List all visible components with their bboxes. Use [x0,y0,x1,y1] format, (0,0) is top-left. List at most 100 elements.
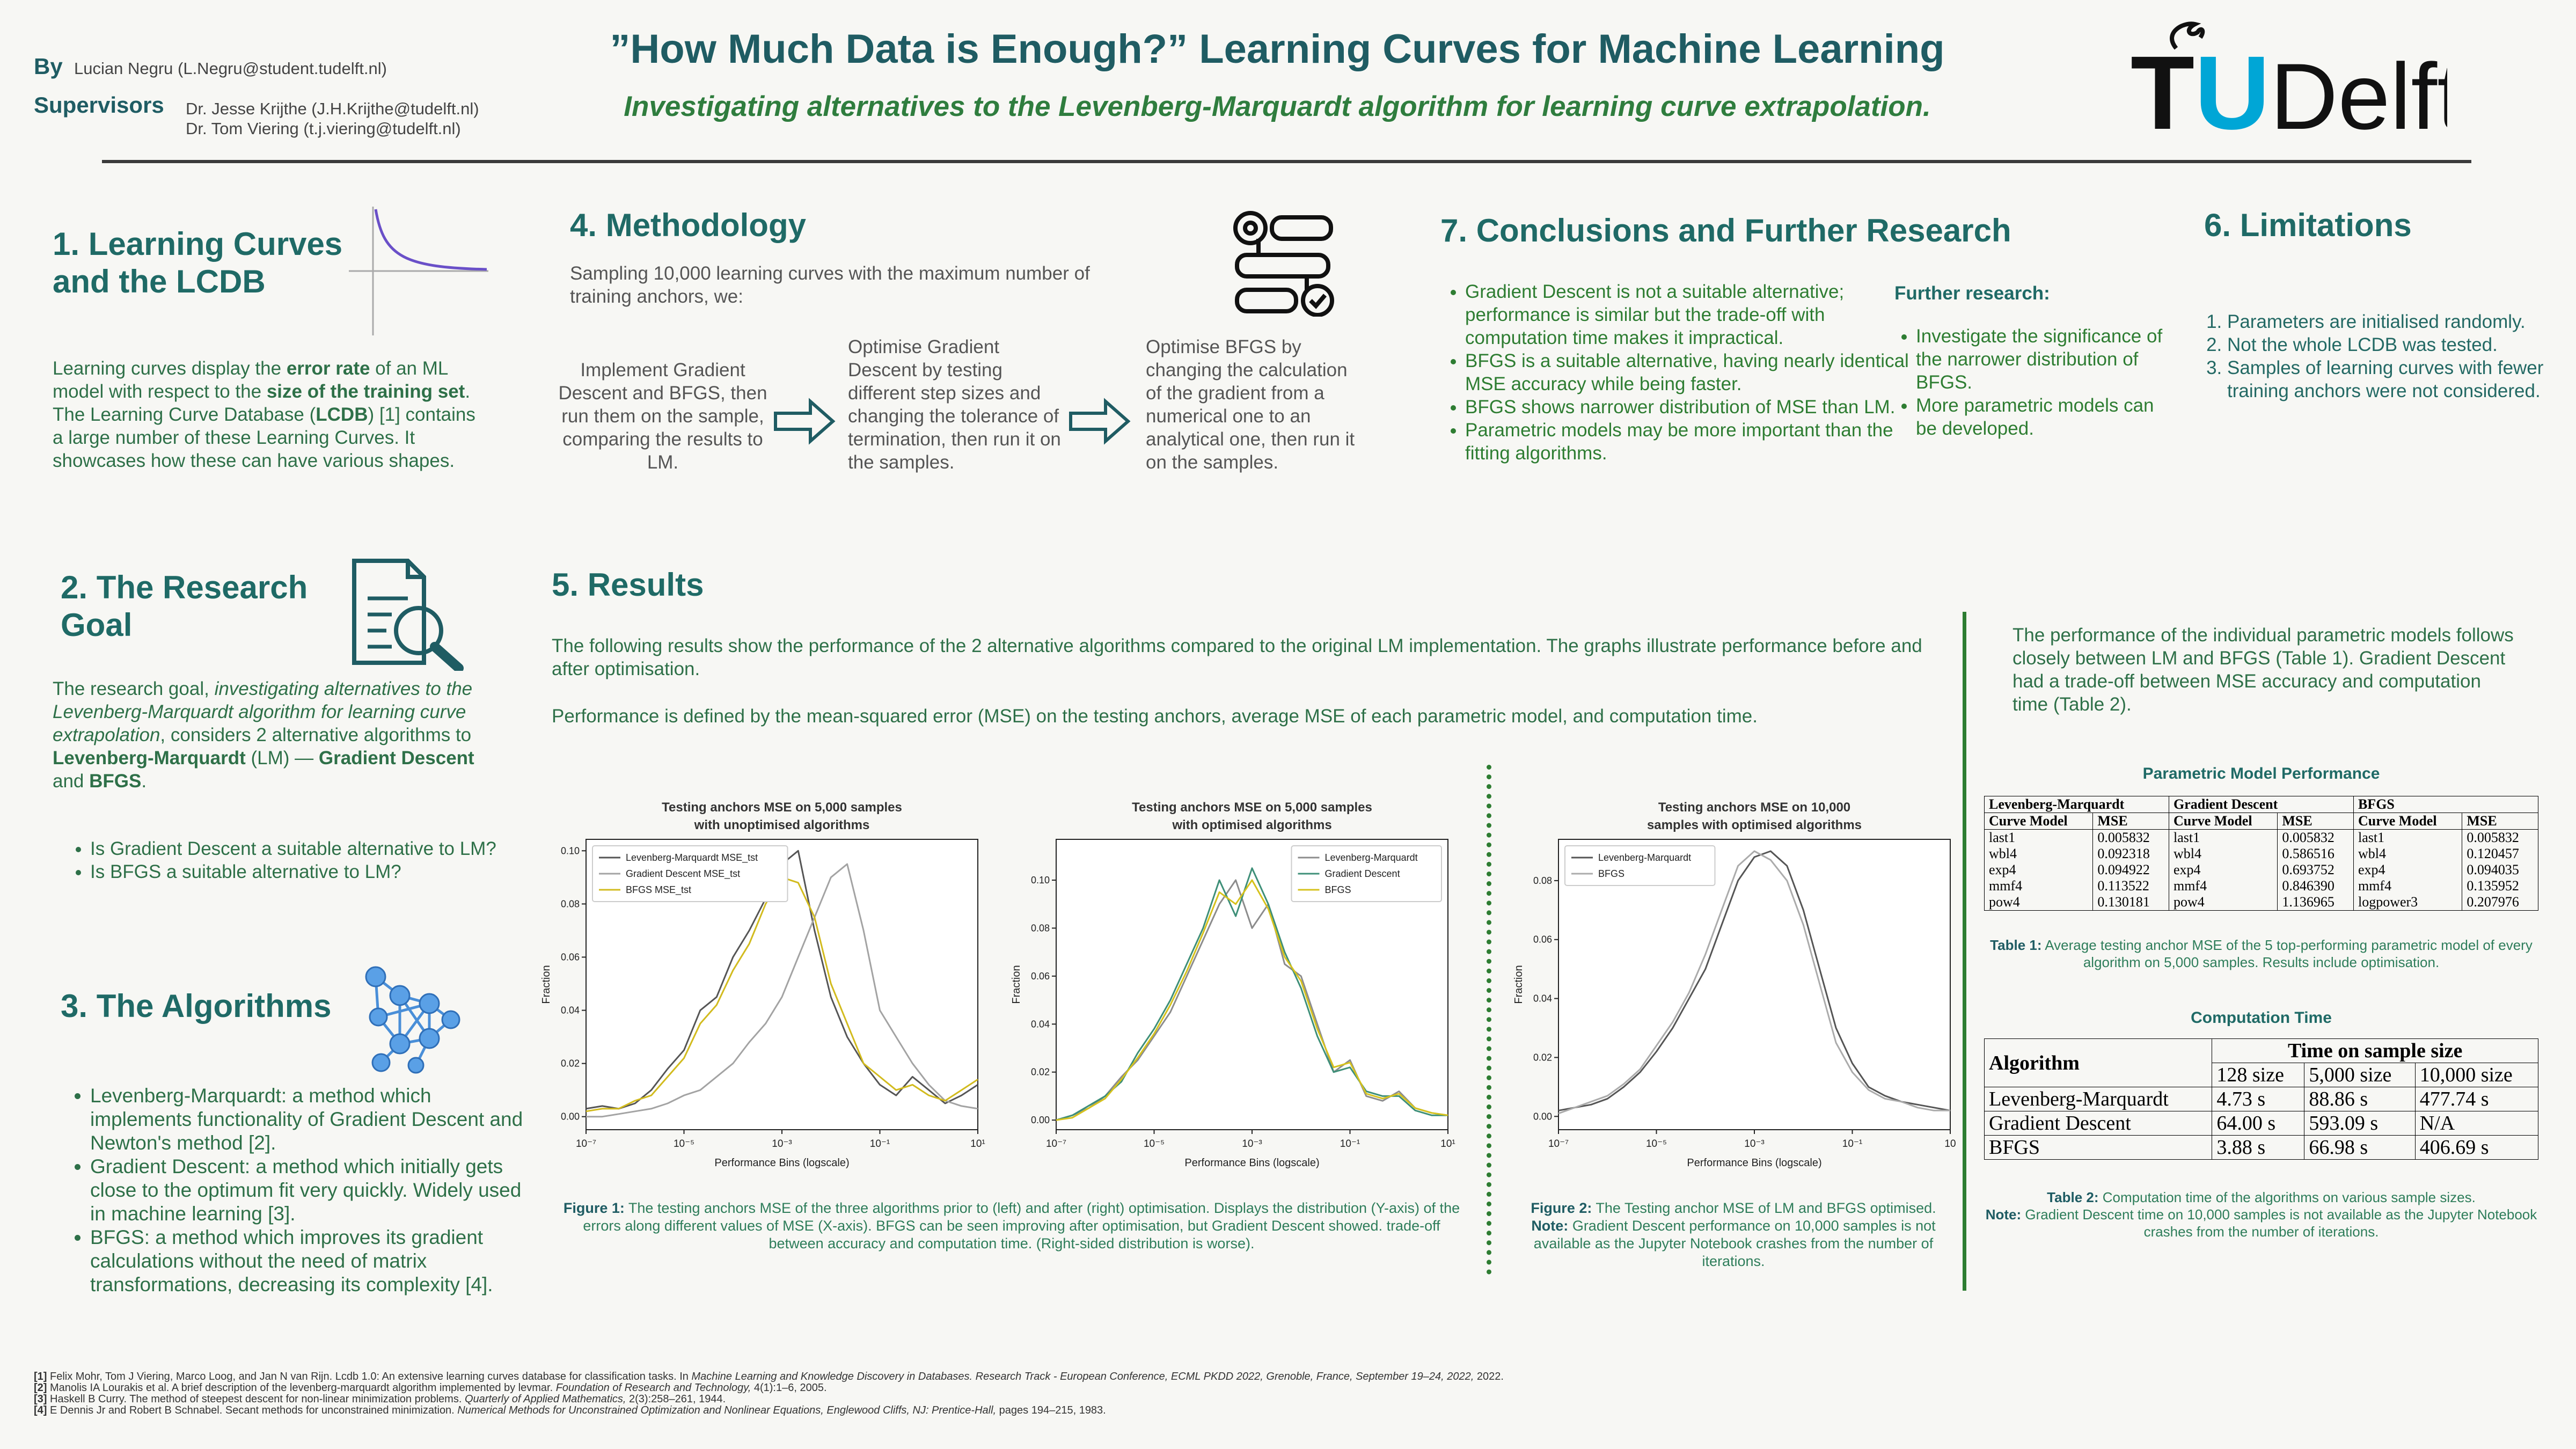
reference: [2] Manolis IA Lourakis et al. A brief d… [34,1382,2502,1394]
icon-lens [394,606,443,655]
table-cell: logpower3 [2353,894,2463,911]
table-cell: last1 [1984,829,2094,846]
supervisor: Dr. Jesse Krijthe (J.H.Krijthe@tudelft.n… [186,99,479,118]
y-tick-label: 0.04 [561,1005,580,1016]
table-cell: 66.98 s [2304,1135,2416,1160]
list-item: Is BFGS a suitable alternative to LM? [90,860,519,883]
table-cell: exp4 [2168,862,2278,878]
table-cell: 3.88 s [2212,1135,2305,1160]
method-step: Optimise BFGS by changing the calculatio… [1146,336,1355,473]
divider [1487,765,1491,1275]
x-tick-label: 10⁻⁵ [1646,1138,1667,1150]
section-body: The research goal, investigating alterna… [53,677,482,793]
table-cell: 0.130181 [2092,894,2169,911]
x-tick-label: 10⁻³ [1242,1138,1262,1150]
list-item: More parametric models can be developed. [1916,394,2174,440]
x-tick-label: 10⁻¹ [1340,1138,1360,1150]
logo: TUDelft [2131,21,2447,140]
text-run: [1] [34,1371,47,1382]
table-cell: 593.09 s [2304,1111,2416,1136]
table-cell: 0.005832 [2092,829,2169,846]
text-run: Note: [1531,1218,1569,1234]
table-column-header: 10,000 size [2414,1063,2539,1087]
table-group-header: Levenberg-Marquardt [1984,796,2169,813]
table-column-header: 5,000 size [2304,1063,2416,1087]
text-run: 2(3):258–261, 1944. [626,1393,726,1405]
text-run: BFGS [89,771,142,792]
list-item: BFGS is a suitable alternative, having n… [1465,349,1916,396]
list-item: Levenberg-Marquardt: a method which impl… [90,1084,530,1155]
icon-nodes [365,966,460,1074]
y-tick-label: 0.04 [1533,993,1552,1004]
text-run: [2] [34,1382,47,1394]
list-item: Gradient Descent is not a suitable alter… [1465,280,1916,349]
poster-subtitle: Investigating alternatives to the Levenb… [624,91,1931,122]
text-run: of an ML model with respect to the [53,358,448,402]
table-cell: 0.113522 [2092,878,2169,894]
text-run: ) [1] contains a large number of these L… [53,404,475,471]
legend-label: BFGS [1325,884,1351,895]
logo-part: U [2194,34,2270,140]
reference: [1] Felix Mohr, Tom J Viering, Marco Loo… [34,1371,2502,1382]
caption-note: Note: Gradient Descent performance on 10… [1511,1217,1956,1270]
chart: Testing anchors MSE on 10,000 samples wit… [1513,800,1956,1169]
text-run: pages 194–215, 1983. [996,1404,1106,1416]
text-run: Quarterly of Applied Mathematics, [464,1393,626,1405]
text-run: Gradient Descent time on 10,000 samples … [2021,1206,2537,1240]
series-line [1056,879,1448,1121]
research-icon [352,559,464,671]
table-cell: mmf4 [1984,878,2094,894]
x-axis-label: Performance Bins (logscale) [1184,1157,1319,1169]
table-row: Curve Model MSE Curve Model MSE Curve Model M… [1984,813,2538,830]
reference: [3] Haskell B Curry. The method of steep… [34,1394,2502,1405]
x-tick-label: 10⁻³ [772,1138,792,1150]
x-tick-label: 10⁻³ [1744,1138,1765,1150]
table-column-header: Curve Model [2168,813,2278,830]
text-run: Learning curves display the [53,358,287,379]
table-cell: 0.586516 [2277,846,2354,862]
algorithm-list: Levenberg-Marquardt: a method which impl… [53,1084,530,1297]
table-row: exp4 0.094922 exp4 0.693752 exp4 0.094035 [1984,862,2538,878]
supervisor: Dr. Tom Viering (t.j.viering@tudelft.nl) [186,119,461,138]
table-cell: wbl4 [2168,846,2278,862]
y-tick-label: 0.08 [1533,875,1552,886]
table-cell: 0.094922 [2092,862,2169,878]
logo-part: T [2131,34,2194,140]
list-item: Gradient Descent: a method which initial… [90,1155,530,1226]
x-tick-label: 10¹ [1440,1138,1455,1150]
text-run: Machine Learning and Knowledge Discovery… [691,1371,1474,1382]
divider [1963,612,1966,1291]
text-run: . The Learning Curve Database ( [53,381,471,425]
table-row: BFGS 3.88 s 66.98 s 406.69 s [1984,1135,2539,1160]
y-tick-label: 0.08 [561,898,580,909]
text-run: 4(1):1–6, 2005. [751,1382,827,1394]
network-icon [365,966,460,1074]
y-axis-label: Fraction [1011,965,1022,1004]
further-heading: Further research: [1894,283,2050,304]
y-tick-label: 0.04 [1031,1019,1050,1029]
table-caption: Table 2: Computation time of the algorit… [1984,1189,2538,1240]
table-cell: BFGS [1984,1135,2213,1160]
list-item: Investigate the significance of the narr… [1916,325,2174,394]
section-heading: 3. The Algorithms [61,988,332,1024]
series-line [1558,850,1951,1111]
x-tick-label: 10⁻¹ [1842,1138,1863,1150]
results-paragraph: Performance is defined by the mean-squar… [552,706,1758,727]
method-intro: Sampling 10,000 learning curves with the… [570,263,1090,307]
table-row: Algorithm Time on sample size [1984,1038,2538,1087]
x-tick-label: 10⁻¹ [870,1138,890,1150]
legend-label: Levenberg-Marquardt MSE_tst [626,852,758,863]
y-tick-label: 0.02 [1533,1052,1552,1063]
table-row: 128 size 5,000 size 10,000 size [1985,1063,2539,1087]
table-column-header: MSE [2092,813,2169,830]
y-tick-label: 0.10 [561,845,580,856]
x-tick-label: 10⁻⁷ [1046,1138,1066,1150]
results-summary: The performance of the individual parame… [2012,625,2514,715]
text-run: , considers 2 alternative algorithms to [160,724,472,745]
figure-caption: Figure 1: The testing anchors MSE of the… [558,1199,1465,1253]
logo-flame [2170,21,2205,50]
section-heading: 1. Learning Curves and the LCDB [53,226,343,299]
logo-part: Delft [2270,45,2447,140]
chart-title: with unoptimised algorithms [694,818,870,832]
